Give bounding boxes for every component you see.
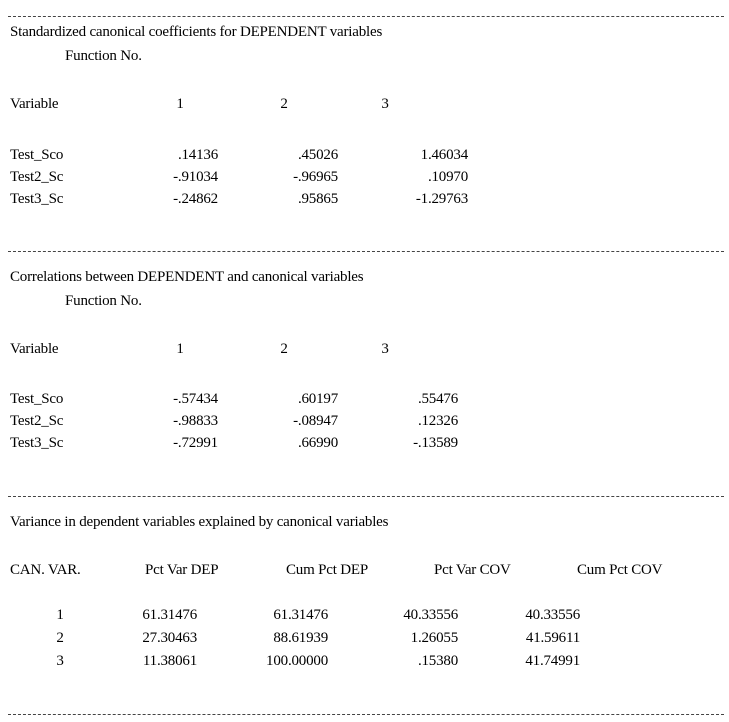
table-cell: -.13589 (413, 435, 458, 451)
separator-line (8, 16, 724, 17)
table-row-label: Test_Sco (10, 391, 64, 407)
table-cell: -.08947 (293, 413, 338, 429)
table-cell: 1.46034 (420, 147, 469, 163)
separator-line (8, 496, 724, 497)
column-header-function-1: 1 (176, 341, 184, 357)
table-cell: 40.33556 (525, 607, 580, 623)
table-row-label: Test3_Sc (10, 191, 64, 207)
table-cell-can-var: 2 (56, 630, 64, 646)
section-title: Variance in dependent variables explaine… (10, 514, 389, 530)
table-row-label: Test2_Sc (10, 169, 64, 185)
table-cell: 40.33556 (403, 607, 458, 623)
section-title: Correlations between DEPENDENT and canon… (10, 269, 364, 285)
column-header-pct-var-dep: Pct Var DEP (145, 562, 219, 578)
separator-line (8, 714, 724, 715)
table-cell: .12326 (417, 413, 458, 429)
table-cell: 1.26055 (410, 630, 459, 646)
separator-line (8, 251, 724, 252)
column-header-function-1: 1 (176, 96, 184, 112)
column-header-function-2: 2 (280, 96, 288, 112)
section-title: Standardized canonical coefficients for … (10, 24, 383, 40)
table-cell: -.72991 (173, 435, 218, 451)
table-cell: -.98833 (173, 413, 218, 429)
table-cell: 61.31476 (273, 607, 328, 623)
table-cell: 27.30463 (142, 630, 197, 646)
table-cell: -1.29763 (415, 191, 468, 207)
column-header-variable: Variable (10, 96, 59, 112)
column-header-can-var: CAN. VAR. (10, 562, 81, 578)
table-cell: .95865 (297, 191, 338, 207)
table-cell: 100.00000 (266, 653, 328, 669)
table-cell: .15380 (417, 653, 458, 669)
table-cell: .10970 (427, 169, 468, 185)
table-cell: 41.74991 (525, 653, 580, 669)
table-cell: -.96965 (293, 169, 338, 185)
table-cell: .60197 (297, 391, 338, 407)
table-cell: .66990 (297, 435, 338, 451)
column-header-pct-var-cov: Pct Var COV (434, 562, 511, 578)
table-row-label: Test3_Sc (10, 435, 64, 451)
section-subtitle: Function No. (65, 293, 142, 309)
column-header-function-2: 2 (280, 341, 288, 357)
table-cell-can-var: 1 (56, 607, 64, 623)
table-cell: -.57434 (173, 391, 218, 407)
column-header-function-3: 3 (381, 341, 389, 357)
table-cell: .14136 (177, 147, 218, 163)
table-row-label: Test2_Sc (10, 413, 64, 429)
table-cell-can-var: 3 (56, 653, 64, 669)
table-cell: .45026 (297, 147, 338, 163)
table-cell: .55476 (417, 391, 458, 407)
table-cell: 88.61939 (273, 630, 328, 646)
column-header-variable: Variable (10, 341, 59, 357)
table-cell: -.91034 (173, 169, 218, 185)
column-header-cum-pct-cov: Cum Pct COV (577, 562, 663, 578)
table-row-label: Test_Sco (10, 147, 64, 163)
table-cell: 41.59611 (525, 630, 580, 646)
column-header-cum-pct-dep: Cum Pct DEP (286, 562, 368, 578)
section-subtitle: Function No. (65, 48, 142, 64)
table-cell: 11.38061 (142, 653, 197, 669)
table-cell: -.24862 (173, 191, 218, 207)
table-cell: 61.31476 (142, 607, 197, 623)
column-header-function-3: 3 (381, 96, 389, 112)
